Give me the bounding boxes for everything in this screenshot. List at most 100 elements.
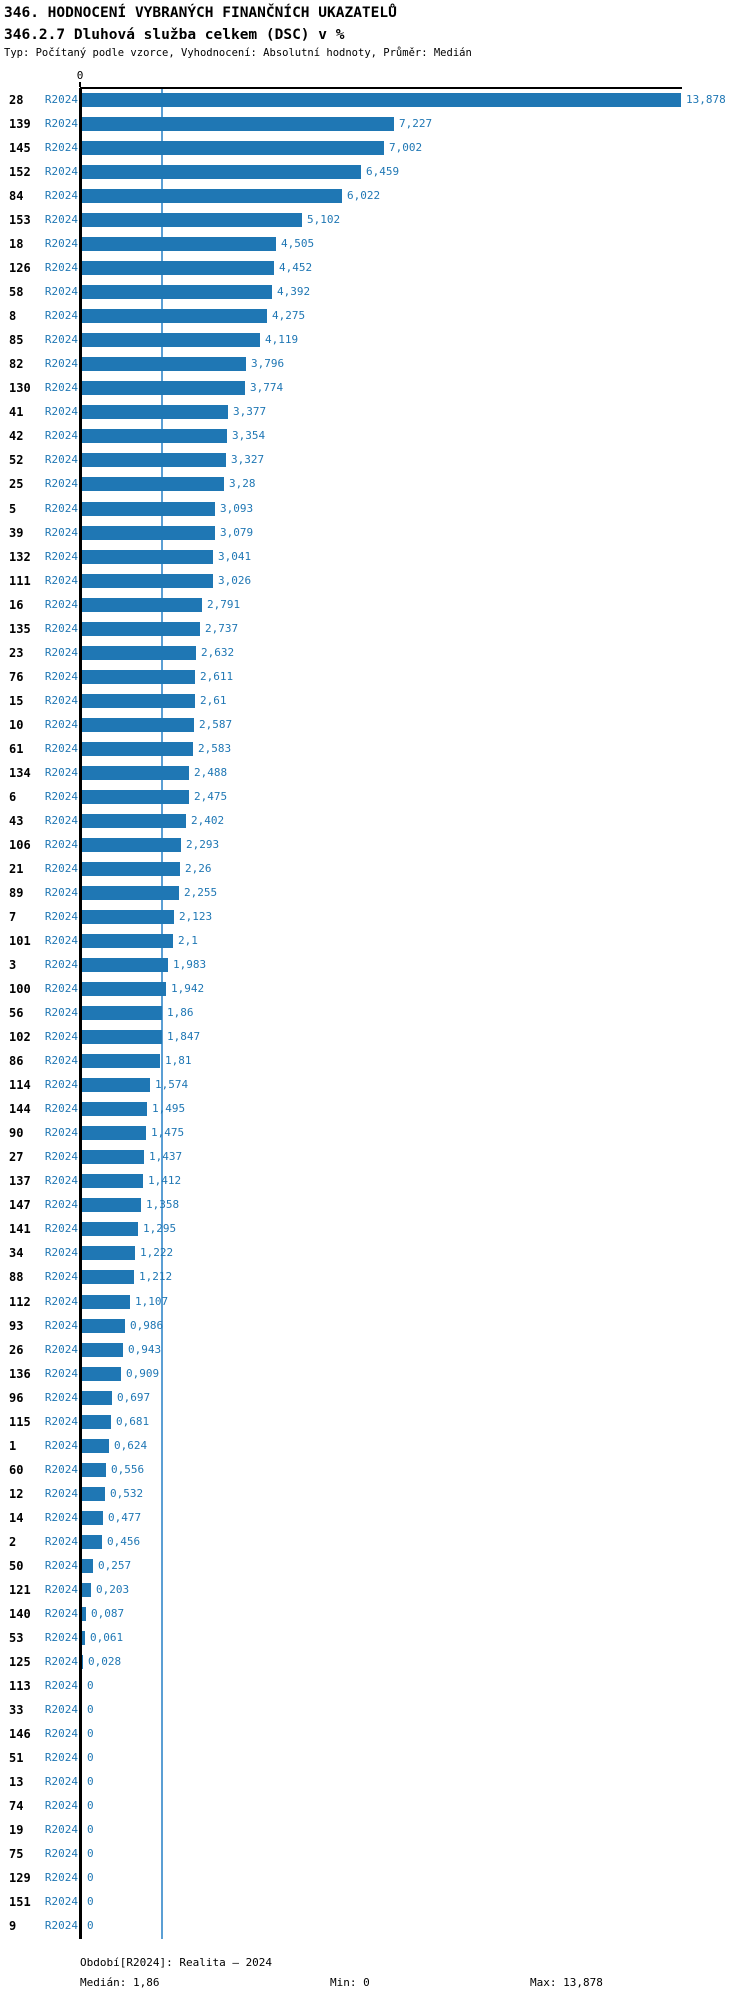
footer-max: Max: 13,878 <box>530 1976 603 1989</box>
row-id-label: 8 <box>9 309 17 323</box>
bar <box>82 502 215 516</box>
row-id-label: 86 <box>9 1054 24 1068</box>
bar <box>82 357 246 371</box>
bar-value-label: 2,611 <box>200 670 234 683</box>
bar <box>82 1150 144 1164</box>
row-series-label: R2024 <box>44 982 78 995</box>
row-id-label: 146 <box>9 1727 31 1741</box>
bar-value-label: 3,796 <box>251 357 285 370</box>
row-series-label: R2024 <box>44 1030 78 1043</box>
bar <box>82 1391 112 1405</box>
bar-value-label: 0,909 <box>126 1367 160 1380</box>
bar-value-label: 0,087 <box>91 1607 125 1620</box>
row-id-label: 27 <box>9 1150 24 1164</box>
row-series-label: R2024 <box>44 477 78 490</box>
row-series-label: R2024 <box>44 1295 78 1308</box>
row-id-label: 23 <box>9 646 24 660</box>
bar <box>82 862 180 876</box>
row-series-label: R2024 <box>44 1631 78 1644</box>
bar <box>82 1246 135 1260</box>
row-series-label: R2024 <box>44 862 78 875</box>
row-series-label: R2024 <box>44 1439 78 1452</box>
bar-value-label: 1,212 <box>139 1270 173 1283</box>
bar-value-label: 0 <box>87 1871 94 1884</box>
bar <box>82 646 196 660</box>
bar-value-label: 6,022 <box>347 189 381 202</box>
row-id-label: 88 <box>9 1270 24 1284</box>
bar <box>82 598 202 612</box>
row-id-label: 113 <box>9 1679 31 1693</box>
bar <box>82 1343 123 1357</box>
row-id-label: 60 <box>9 1463 24 1477</box>
row-id-label: 3 <box>9 958 17 972</box>
row-series-label: R2024 <box>44 1319 78 1332</box>
bar <box>82 1295 130 1309</box>
bar <box>82 1559 93 1573</box>
bar <box>82 1006 162 1020</box>
row-id-label: 135 <box>9 622 31 636</box>
bar <box>82 934 173 948</box>
bar <box>82 381 245 395</box>
row-id-label: 9 <box>9 1919 17 1933</box>
bar-value-label: 3,774 <box>250 381 284 394</box>
row-series-label: R2024 <box>44 429 78 442</box>
row-series-label: R2024 <box>44 814 78 827</box>
row-series-label: R2024 <box>44 838 78 851</box>
row-id-label: 144 <box>9 1102 31 1116</box>
row-series-label: R2024 <box>44 526 78 539</box>
bar <box>82 261 274 275</box>
row-id-label: 139 <box>9 117 31 131</box>
bar-value-label: 1,475 <box>151 1126 185 1139</box>
bar <box>82 694 195 708</box>
row-id-label: 41 <box>9 405 24 419</box>
bar-value-label: 0,203 <box>96 1583 130 1596</box>
row-series-label: R2024 <box>44 1367 78 1380</box>
bar-value-label: 0 <box>87 1751 94 1764</box>
bar-value-label: 0 <box>87 1727 94 1740</box>
bar <box>82 453 226 467</box>
row-id-label: 15 <box>9 694 24 708</box>
bar-value-label: 1,942 <box>171 982 205 995</box>
row-series-label: R2024 <box>44 189 78 202</box>
bar <box>82 309 267 323</box>
row-series-label: R2024 <box>44 1871 78 1884</box>
bar <box>82 213 302 227</box>
bar <box>82 982 166 996</box>
bar <box>82 1583 91 1597</box>
row-series-label: R2024 <box>44 1607 78 1620</box>
row-id-label: 89 <box>9 886 24 900</box>
row-series-label: R2024 <box>44 742 78 755</box>
bar <box>82 838 181 852</box>
row-id-label: 25 <box>9 477 24 491</box>
bar <box>82 1126 146 1140</box>
row-id-label: 136 <box>9 1367 31 1381</box>
row-series-label: R2024 <box>44 237 78 250</box>
row-series-label: R2024 <box>44 1511 78 1524</box>
row-id-label: 43 <box>9 814 24 828</box>
bar-value-label: 4,119 <box>265 333 299 346</box>
row-series-label: R2024 <box>44 694 78 707</box>
row-id-label: 53 <box>9 1631 24 1645</box>
bar-value-label: 0 <box>87 1919 94 1932</box>
bar-value-label: 0,061 <box>90 1631 124 1644</box>
row-series-label: R2024 <box>44 766 78 779</box>
bar-value-label: 3,28 <box>229 477 256 490</box>
row-id-label: 132 <box>9 550 31 564</box>
row-id-label: 141 <box>9 1222 31 1236</box>
row-id-label: 6 <box>9 790 17 804</box>
row-series-label: R2024 <box>44 670 78 683</box>
footer-period: Období[R2024]: Realita – 2024 <box>80 1956 273 1969</box>
row-series-label: R2024 <box>44 718 78 731</box>
chart-title: 346.2.7 Dluhová služba celkem (DSC) v % <box>4 27 345 43</box>
row-id-label: 102 <box>9 1030 31 1044</box>
row-series-label: R2024 <box>44 622 78 635</box>
bar-value-label: 2,61 <box>200 694 227 707</box>
bar <box>82 1511 103 1525</box>
bar <box>82 886 179 900</box>
row-series-label: R2024 <box>44 1006 78 1019</box>
row-id-label: 75 <box>9 1847 24 1861</box>
bar <box>82 405 228 419</box>
bar <box>82 1631 85 1645</box>
bar <box>82 1415 111 1429</box>
